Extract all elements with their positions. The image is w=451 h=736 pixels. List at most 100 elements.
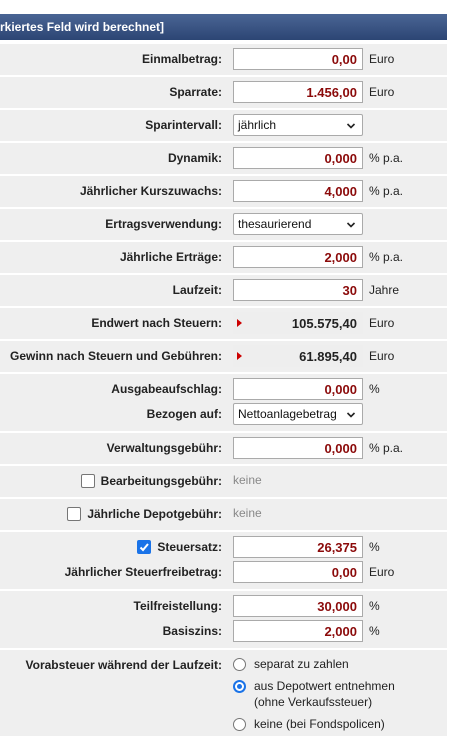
radio-dot	[237, 684, 242, 689]
text-input[interactable]: 30,000	[233, 595, 363, 617]
text-input[interactable]: 0,000	[233, 378, 363, 400]
result-field: 61.895,40	[233, 345, 363, 367]
unit-label: % p.a.	[369, 151, 404, 165]
dropdown[interactable]: Nettoanlagebetrag	[233, 403, 363, 425]
field-label: Ausgabeaufschlag:	[111, 381, 222, 397]
radio-label: aus Depotwert entnehmen	[254, 679, 395, 693]
result-field: 105.575,40	[233, 312, 363, 334]
checkbox[interactable]	[137, 540, 152, 554]
field-label: Sparrate:	[169, 84, 222, 100]
unit-label: Euro	[369, 316, 395, 330]
unit-label: %	[369, 540, 380, 554]
unit-label: %	[369, 624, 380, 638]
unit-label: Euro	[369, 349, 395, 363]
dropdown-value: Nettoanlagebetrag	[238, 407, 337, 421]
form-row	[0, 77, 447, 108]
field-label: Basiszins:	[163, 623, 222, 639]
label-text: Bearbeitungsgebühr:	[100, 474, 222, 488]
dropdown[interactable]: thesaurierend	[233, 213, 363, 235]
radio-button[interactable]	[233, 718, 246, 731]
label-text: Basiszins:	[162, 624, 222, 638]
label-text: Vorabsteuer während der Laufzeit:	[25, 658, 222, 672]
text-input[interactable]: 0,000	[233, 147, 363, 169]
field-label: Vorabsteuer während der Laufzeit:	[26, 657, 222, 673]
text-input[interactable]: 4,000	[233, 180, 363, 202]
radio-label: keine (bei Fondspolicen)	[254, 717, 385, 731]
field-label: Dynamik:	[168, 150, 222, 166]
unit-label: Euro	[369, 52, 395, 66]
text-input[interactable]: 1.456,00	[233, 81, 363, 103]
field-label: Jährlicher Kurszuwachs:	[80, 183, 222, 199]
label-text: Jährliche Erträge:	[119, 250, 222, 264]
radio-label: separat zu zahlen	[254, 657, 349, 671]
form-row	[0, 44, 447, 75]
dropdown-value: jährlich	[238, 118, 277, 132]
text-input[interactable]: 0,00	[233, 561, 363, 583]
unit-label: Jahre	[369, 283, 400, 297]
static-value: keine	[233, 473, 262, 487]
unit-label: %	[369, 382, 380, 396]
radio-button[interactable]	[233, 658, 246, 671]
label-text: Sparrate:	[169, 85, 222, 99]
header-title: rkiertes Feld wird berechnet]	[0, 20, 165, 34]
dropdown-value: thesaurierend	[238, 217, 312, 231]
form-row	[0, 242, 447, 273]
dropdown-arrow	[346, 123, 356, 129]
field-label: Sparintervall:	[145, 117, 222, 133]
text-input[interactable]: 26,375	[233, 536, 363, 558]
checkbox[interactable]	[80, 474, 95, 488]
label-text: Dynamik:	[167, 151, 222, 165]
text-input[interactable]: 30	[233, 279, 363, 301]
form-row	[0, 466, 447, 497]
label-text: Endwert nach Steuern:	[91, 316, 222, 330]
label-text: Ausgabeaufschlag:	[111, 382, 222, 396]
form-row	[0, 110, 447, 141]
label-text: Sparintervall:	[145, 118, 222, 132]
label-text: Verwaltungsgebühr:	[106, 441, 222, 455]
label-text: Laufzeit:	[172, 283, 222, 297]
form-row	[0, 591, 447, 648]
text-input[interactable]: 2,000	[233, 620, 363, 642]
radio-label: (ohne Verkaufssteuer)	[254, 695, 373, 709]
form-row	[0, 650, 447, 736]
field-label: Einmalbetrag:	[142, 51, 222, 67]
unit-label: %	[369, 599, 380, 613]
dropdown[interactable]: jährlich	[233, 114, 363, 136]
form-row	[0, 532, 447, 589]
field-label: Laufzeit:	[173, 282, 222, 298]
label-text: Steuersatz:	[157, 540, 222, 554]
field-label: Ertragsverwendung:	[105, 216, 222, 232]
label-text: Ertragsverwendung:	[105, 217, 222, 231]
form-row	[0, 143, 447, 174]
result-marker	[237, 319, 242, 327]
unit-label: % p.a.	[369, 250, 404, 264]
field-label: Teilfreistellung:	[134, 598, 222, 614]
field-label: Jährlicher Steuerfreibetrag:	[65, 564, 222, 580]
check-mark	[140, 543, 150, 552]
form-row	[0, 341, 447, 372]
form-row	[0, 209, 447, 240]
checkbox[interactable]	[67, 507, 82, 521]
unit-label: % p.a.	[369, 184, 404, 198]
unit-label: % p.a.	[369, 441, 404, 455]
dropdown-arrow	[346, 412, 356, 418]
field-label: Steuersatz:	[137, 539, 222, 555]
header-bar: rkiertes Feld wird berechnet]	[0, 14, 447, 40]
unit-label: Euro	[369, 565, 395, 579]
label-text: Jährliche Depotgebühr:	[87, 507, 222, 521]
text-input[interactable]: 2,000	[233, 246, 363, 268]
text-input[interactable]: 0,000	[233, 437, 363, 459]
text-input[interactable]: 0,00	[233, 48, 363, 70]
result-marker	[237, 352, 242, 360]
unit-label: Euro	[369, 85, 395, 99]
field-label: Jährliche Erträge:	[120, 249, 222, 265]
field-label: Jährliche Depotgebühr:	[67, 506, 222, 522]
field-label: Endwert nach Steuern:	[91, 315, 222, 331]
static-value: keine	[233, 506, 262, 520]
field-label: Bearbeitungsgebühr:	[80, 473, 222, 489]
form-row	[0, 176, 447, 207]
label-text: Gewinn nach Steuern und Gebühren:	[9, 349, 222, 363]
field-label: Verwaltungsgebühr:	[107, 440, 222, 456]
form-row	[0, 433, 447, 464]
